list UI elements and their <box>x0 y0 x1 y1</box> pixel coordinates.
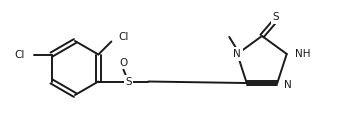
Text: Cl: Cl <box>14 49 25 59</box>
Text: S: S <box>125 76 132 86</box>
Text: S: S <box>273 12 279 22</box>
Text: NH: NH <box>295 49 310 59</box>
Text: O: O <box>119 57 127 67</box>
Text: N: N <box>234 49 241 59</box>
Text: Cl: Cl <box>118 32 129 42</box>
Text: N: N <box>284 80 292 90</box>
